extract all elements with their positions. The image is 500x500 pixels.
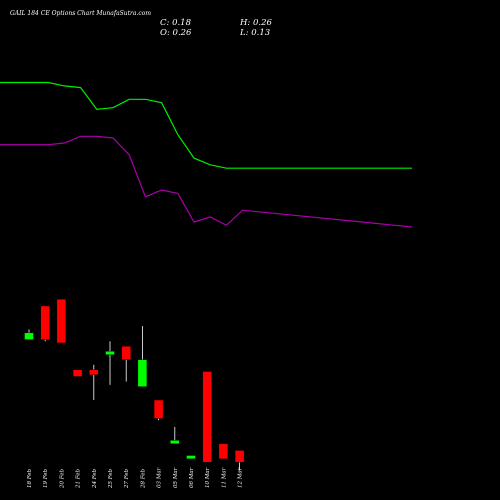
candle-body-down [218, 443, 229, 460]
close-value: C: 0.18 [160, 18, 191, 28]
candle-body-down [72, 369, 83, 377]
candle-body-down [40, 305, 50, 340]
candle-body-down [234, 450, 245, 463]
high-value: H: 0.26 [240, 18, 272, 28]
candle-body-up [24, 332, 34, 340]
candle-body-down [121, 346, 131, 360]
x-tick-label: 28 Feb [140, 468, 146, 489]
x-tick-label: 21 Feb [76, 468, 82, 489]
candle-body-down [202, 371, 212, 463]
lower-band-line [0, 135, 413, 228]
x-tick-label: 03 Mar [157, 467, 163, 488]
x-tick-label: 05 Mar [173, 467, 179, 488]
candle-body-up [137, 359, 148, 387]
upper-band-line [0, 81, 412, 169]
candle-body-down [89, 369, 99, 376]
x-tick-label: 06 Mar [189, 467, 195, 488]
x-tick-label: 20 Feb [59, 468, 65, 489]
x-tick-label: 18 Feb [27, 468, 33, 488]
candle-body-down [153, 399, 164, 419]
low-value: L: 0.13 [240, 28, 271, 38]
chart-title: GAIL 184 CE Options Chart MunafaSutra.co… [10, 10, 152, 17]
x-tick-label: 19 Feb [43, 468, 49, 488]
candle-body-down [56, 299, 67, 344]
candle-body-up [170, 440, 180, 444]
x-tick-label: 10 Mar [205, 467, 211, 488]
x-tick-label: 27 Feb [124, 468, 130, 489]
open-value: O: 0.26 [160, 28, 192, 38]
x-tick-label: 12 Mar [238, 467, 244, 488]
x-tick-label: 25 Feb [108, 468, 114, 489]
candle-body-up [105, 351, 115, 355]
x-tick-label: 24 Feb [92, 468, 98, 489]
x-tick-label: 11 Mar [221, 467, 227, 488]
candle-body-up [186, 455, 196, 460]
